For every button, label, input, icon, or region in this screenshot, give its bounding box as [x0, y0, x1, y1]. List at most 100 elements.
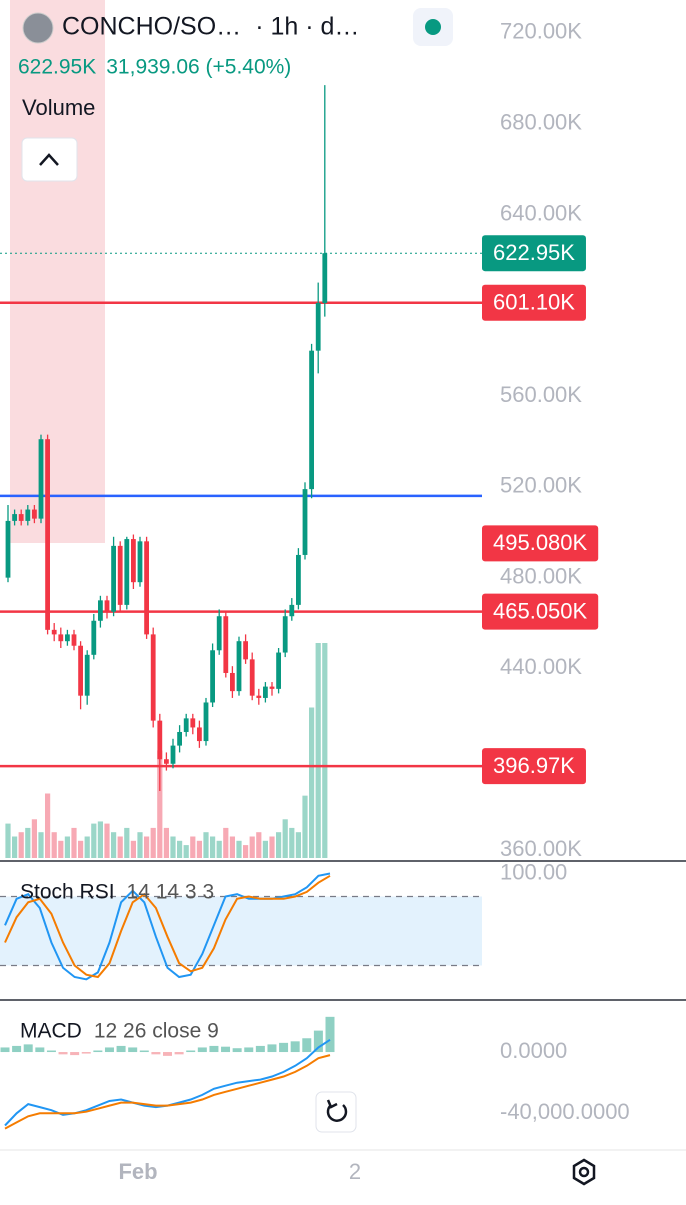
- volume-bar: [262, 840, 268, 858]
- candle-body: [210, 650, 215, 703]
- volume-label: Volume: [22, 95, 95, 120]
- volume-bar: [282, 819, 288, 858]
- volume-bar: [157, 750, 163, 858]
- candle-body: [322, 253, 328, 304]
- candle-body: [117, 545, 123, 605]
- indicator-line: [4, 874, 331, 979]
- level-label: 601.10K: [493, 290, 575, 315]
- y-tick-label: 520.00K: [500, 473, 582, 498]
- symbol-icon: [22, 12, 54, 44]
- interval[interactable]: · 1h · d…: [255, 13, 359, 41]
- volume-bar: [91, 823, 97, 858]
- volume-bar: [223, 827, 229, 858]
- candle-body: [98, 600, 103, 621]
- candle-body: [276, 652, 281, 689]
- volume-bar: [309, 707, 315, 858]
- histogram-bar: [104, 1047, 114, 1053]
- candle-body: [203, 702, 209, 742]
- volume-bar: [45, 793, 51, 858]
- y-tick-label: 440.00K: [500, 654, 582, 679]
- volume-bar: [58, 840, 64, 858]
- candle-body: [91, 620, 97, 655]
- volume-bar: [51, 832, 57, 858]
- volume-bar: [5, 823, 11, 858]
- candle-body: [84, 654, 90, 696]
- histogram-bar: [290, 1041, 300, 1053]
- symbol-title[interactable]: CONCHO/SO…: [62, 13, 241, 41]
- reset-icon: [326, 1099, 338, 1109]
- histogram-bar: [116, 1045, 126, 1053]
- settings-button[interactable]: [572, 1158, 596, 1186]
- histogram-bar: [232, 1048, 242, 1053]
- chevron-up: [39, 153, 59, 166]
- status-dot: [425, 19, 441, 35]
- histogram-bar: [325, 1016, 335, 1053]
- level-label: 465.050K: [493, 598, 588, 623]
- histogram-bar: [35, 1047, 45, 1053]
- candle-body: [78, 645, 83, 696]
- volume-bar: [84, 836, 90, 858]
- histogram-bar: [244, 1047, 254, 1053]
- volume-bar: [170, 836, 176, 858]
- volume-bar: [12, 836, 18, 858]
- volume-bar: [243, 845, 249, 858]
- level-label-box: [482, 748, 586, 785]
- histogram-bar: [23, 1044, 33, 1053]
- level-label: 495.080K: [493, 530, 588, 555]
- candle-body: [104, 600, 110, 612]
- indicator-line: [4, 1054, 331, 1130]
- volume-bar: [289, 827, 295, 858]
- volume-bar: [256, 832, 262, 858]
- candle-body: [177, 731, 182, 746]
- candle-body: [137, 541, 143, 583]
- volume-bar: [196, 840, 202, 858]
- collapse-button[interactable]: [21, 137, 78, 182]
- histogram-bar: [174, 1052, 184, 1055]
- histogram-bar: [81, 1052, 91, 1054]
- volume-bar: [236, 840, 242, 858]
- volume-bar: [71, 827, 77, 858]
- price-change: 31,939.06 (+5.40%): [106, 56, 291, 79]
- candle-body: [183, 718, 189, 732]
- candle-body: [302, 489, 308, 555]
- level-label-box: [482, 525, 599, 562]
- candle-body: [282, 616, 288, 653]
- candle-body: [71, 634, 77, 646]
- histogram-bar: [186, 1050, 196, 1053]
- volume-bar: [18, 832, 24, 858]
- histogram-bar: [197, 1047, 207, 1053]
- level-label-box: [482, 284, 586, 321]
- candle-body: [12, 514, 17, 521]
- candle-body: [243, 641, 248, 660]
- candle-body: [124, 539, 130, 605]
- histogram-bar: [163, 1052, 172, 1056]
- volume-bar: [302, 795, 308, 858]
- x-tick-label: 2: [349, 1159, 361, 1184]
- last-price-label-box: [482, 235, 586, 272]
- candle-body: [236, 641, 242, 692]
- volume-bar: [25, 827, 31, 858]
- y-tick-label: 680.00K: [500, 110, 582, 135]
- histogram-bar: [58, 1052, 68, 1055]
- candle-body: [150, 634, 156, 721]
- histogram-bar: [255, 1045, 265, 1053]
- histogram-bar: [0, 1047, 10, 1053]
- volume-bar: [269, 836, 275, 858]
- candle-body: [51, 629, 57, 635]
- histogram-bar: [151, 1052, 161, 1055]
- candle-body: [216, 616, 222, 651]
- reset-button[interactable]: [315, 1091, 357, 1133]
- histogram-bar: [302, 1038, 312, 1053]
- candle-body: [256, 695, 262, 698]
- level-label-box: [482, 593, 599, 630]
- settings-icon: [578, 1166, 590, 1178]
- volume-bar: [276, 832, 282, 858]
- candle-body: [38, 439, 44, 519]
- candle-body: [315, 303, 321, 351]
- volume-bar: [163, 827, 169, 858]
- volume-bar: [97, 821, 103, 858]
- last-price: 622.95K: [18, 56, 96, 79]
- band-fill: [0, 896, 482, 966]
